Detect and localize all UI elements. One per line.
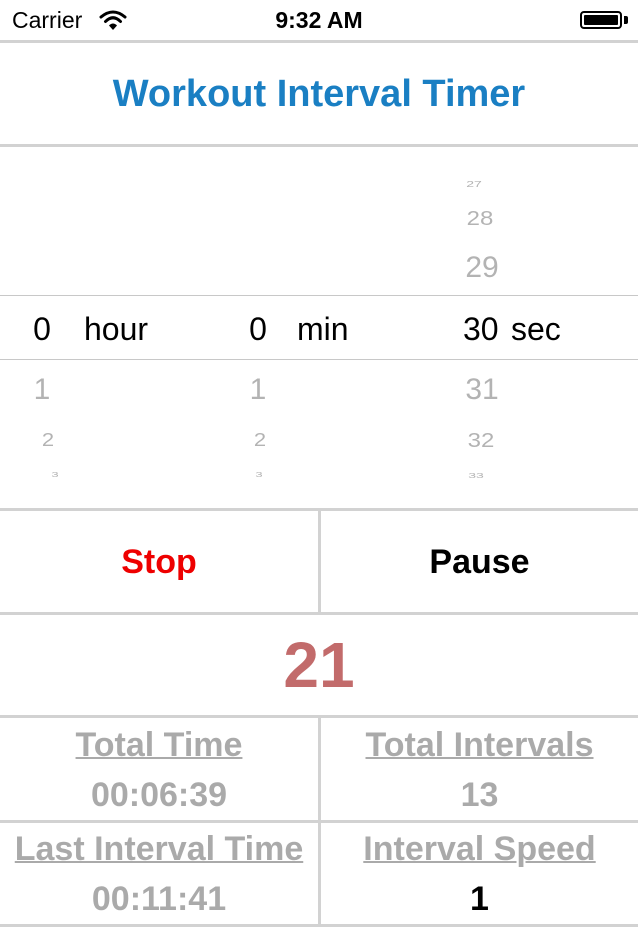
- interval-speed-label: Interval Speed: [363, 830, 596, 868]
- bottom-divider: [0, 924, 638, 927]
- second-option[interactable]: 27: [466, 179, 482, 189]
- status-bar: Carrier 9:32 AM: [0, 0, 638, 40]
- title-divider: [0, 144, 638, 147]
- time-picker[interactable]: 0 hour 1 2 3 0 min 1 2 3 27 28 29 30 sec…: [0, 147, 638, 508]
- total-time-label: Total Time: [75, 726, 243, 764]
- picker-selection-top: [0, 295, 638, 296]
- stats-divider-horizontal: [0, 820, 638, 823]
- carrier-label: Carrier: [12, 7, 83, 33]
- buttons-divider: [0, 612, 638, 615]
- status-divider: [0, 40, 638, 43]
- minute-option[interactable]: 3: [255, 470, 263, 479]
- battery-tip: [624, 16, 628, 24]
- second-option[interactable]: 31: [465, 373, 499, 406]
- hour-option[interactable]: 3: [51, 470, 59, 479]
- status-time: 9:32 AM: [275, 7, 363, 33]
- interval-counter: 21: [283, 629, 355, 701]
- picker-divider: [0, 508, 638, 511]
- picker-selection-bottom: [0, 359, 638, 360]
- second-option[interactable]: 29: [465, 251, 499, 284]
- last-interval-time-value: 00:11:41: [91, 880, 227, 918]
- total-intervals-label: Total Intervals: [365, 726, 594, 764]
- second-option[interactable]: 28: [466, 207, 494, 231]
- stop-button[interactable]: Stop: [121, 543, 197, 581]
- second-option[interactable]: 33: [468, 470, 484, 480]
- pause-button[interactable]: Pause: [429, 543, 530, 581]
- minute-option[interactable]: 2: [253, 428, 267, 451]
- hour-option[interactable]: 1: [33, 373, 51, 406]
- hour-selected-value[interactable]: 0: [33, 311, 51, 347]
- button-divider: [318, 511, 321, 612]
- counter-divider: [0, 715, 638, 718]
- hour-unit-label: hour: [84, 311, 149, 347]
- interval-speed-value: 1: [470, 880, 489, 918]
- minute-selected-value[interactable]: 0: [249, 311, 267, 347]
- second-unit-label: sec: [511, 311, 561, 347]
- second-selected-value[interactable]: 30: [463, 311, 499, 347]
- total-time-value: 00:06:39: [90, 776, 228, 814]
- last-interval-time-label: Last Interval Time: [14, 830, 304, 868]
- minute-unit-label: min: [297, 311, 349, 347]
- wifi-icon: [99, 10, 127, 30]
- hour-option[interactable]: 2: [41, 428, 55, 451]
- second-option[interactable]: 32: [467, 429, 495, 453]
- total-intervals-value: 13: [460, 776, 499, 814]
- minute-option[interactable]: 1: [249, 373, 267, 406]
- battery-icon: [580, 11, 622, 29]
- page-title: Workout Interval Timer: [112, 73, 526, 115]
